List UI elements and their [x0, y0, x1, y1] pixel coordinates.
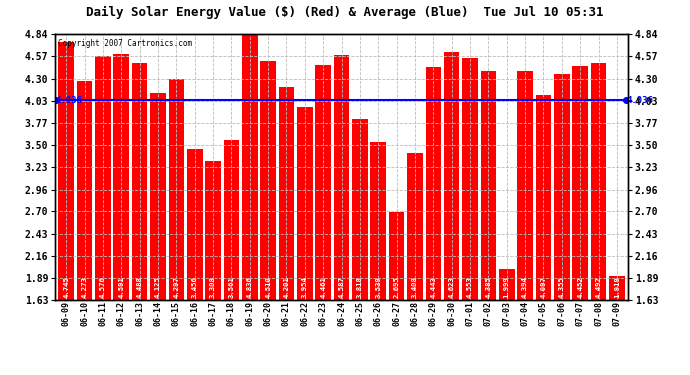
- Bar: [95, 56, 110, 300]
- Text: 4.394: 4.394: [522, 276, 528, 298]
- Text: 3.539: 3.539: [375, 276, 382, 298]
- Bar: [444, 52, 460, 300]
- Text: 4.036: 4.036: [56, 96, 82, 105]
- Text: 3.954: 3.954: [302, 276, 308, 298]
- Bar: [609, 276, 624, 300]
- Text: 2.695: 2.695: [393, 276, 400, 298]
- Text: 1.999: 1.999: [504, 276, 510, 298]
- Text: 4.201: 4.201: [284, 276, 290, 298]
- Text: 4.591: 4.591: [118, 276, 124, 298]
- Text: 4.553: 4.553: [467, 276, 473, 298]
- Text: 4.492: 4.492: [595, 276, 602, 298]
- Text: 4.576: 4.576: [100, 276, 106, 298]
- Text: 4.452: 4.452: [577, 276, 583, 298]
- Bar: [242, 34, 257, 300]
- Text: 4.036: 4.036: [627, 96, 654, 105]
- Text: Copyright 2007 Cartronics.com: Copyright 2007 Cartronics.com: [58, 39, 193, 48]
- Bar: [150, 93, 166, 300]
- Bar: [481, 72, 496, 300]
- Bar: [573, 66, 588, 300]
- Text: 4.097: 4.097: [540, 276, 546, 298]
- Bar: [499, 269, 515, 300]
- Bar: [462, 57, 478, 300]
- Bar: [132, 63, 148, 300]
- Text: 4.355: 4.355: [559, 276, 565, 298]
- Text: 4.385: 4.385: [485, 276, 491, 298]
- Bar: [187, 148, 202, 300]
- Bar: [426, 67, 441, 300]
- Bar: [205, 161, 221, 300]
- Bar: [591, 63, 607, 300]
- Bar: [113, 54, 129, 300]
- Text: 3.308: 3.308: [210, 276, 216, 298]
- Text: 4.745: 4.745: [63, 276, 69, 298]
- Text: 3.561: 3.561: [228, 276, 235, 298]
- Bar: [554, 74, 570, 300]
- Bar: [224, 140, 239, 300]
- Bar: [279, 87, 294, 300]
- Bar: [168, 79, 184, 300]
- Bar: [77, 81, 92, 300]
- Bar: [371, 142, 386, 300]
- Text: 4.443: 4.443: [431, 276, 436, 298]
- Text: 4.273: 4.273: [81, 276, 88, 298]
- Text: 1.919: 1.919: [614, 276, 620, 298]
- Bar: [297, 107, 313, 300]
- Bar: [407, 153, 423, 300]
- Bar: [334, 55, 349, 300]
- Text: 4.836: 4.836: [247, 276, 253, 298]
- Bar: [389, 211, 404, 300]
- Bar: [260, 61, 276, 300]
- Text: 4.297: 4.297: [173, 276, 179, 298]
- Text: 4.125: 4.125: [155, 276, 161, 298]
- Text: 4.623: 4.623: [448, 276, 455, 298]
- Text: 4.488: 4.488: [137, 276, 143, 298]
- Text: 3.818: 3.818: [357, 276, 363, 298]
- Text: 4.587: 4.587: [339, 276, 344, 298]
- Text: 4.510: 4.510: [265, 276, 271, 298]
- Bar: [518, 71, 533, 300]
- Bar: [352, 118, 368, 300]
- Bar: [59, 42, 74, 300]
- Text: 3.456: 3.456: [192, 276, 198, 298]
- Text: Daily Solar Energy Value ($) (Red) & Average (Blue)  Tue Jul 10 05:31: Daily Solar Energy Value ($) (Red) & Ave…: [86, 6, 604, 19]
- Text: 4.461: 4.461: [320, 276, 326, 298]
- Text: 3.408: 3.408: [412, 276, 418, 298]
- Bar: [315, 65, 331, 300]
- Bar: [535, 95, 551, 300]
